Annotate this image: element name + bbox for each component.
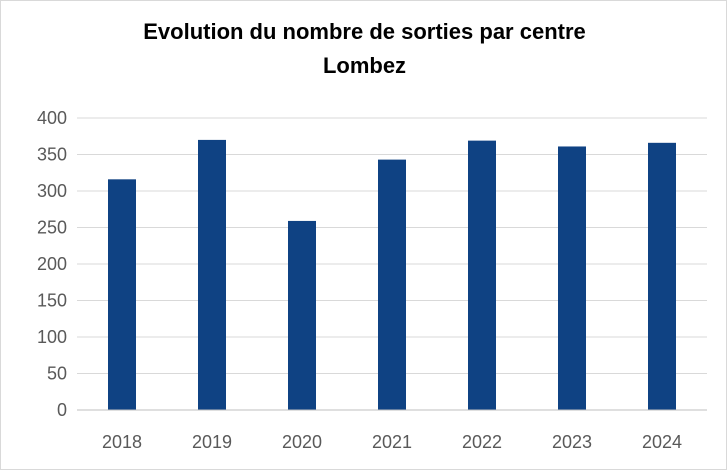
y-tick-label: 100 — [37, 327, 67, 347]
y-tick-label: 350 — [37, 145, 67, 165]
x-tick-label: 2023 — [552, 432, 592, 452]
bar-2018 — [108, 179, 136, 410]
chart-title: Evolution du nombre de sorties par centr… — [1, 15, 727, 83]
bar-2021 — [378, 159, 406, 410]
bar-2019 — [198, 139, 226, 410]
x-tick-label: 2018 — [102, 432, 142, 452]
bars — [108, 139, 676, 410]
y-tick-label: 200 — [37, 254, 67, 274]
chart-title-line-1: Evolution du nombre de sorties par centr… — [143, 19, 586, 44]
bar-2024 — [648, 142, 676, 410]
x-tick-label: 2024 — [642, 432, 682, 452]
y-tick-label: 150 — [37, 291, 67, 311]
y-tick-label: 300 — [37, 181, 67, 201]
x-tick-label: 2020 — [282, 432, 322, 452]
bar-2020 — [288, 220, 316, 410]
bar-2023 — [558, 146, 586, 410]
y-tick-labels: 0 50 100 150 200 250 300 350 400 — [37, 108, 67, 420]
chart-title-line-2: Lombez — [322, 53, 407, 78]
x-tick-labels: 2018 2019 2020 2021 2022 2023 2024 — [102, 432, 682, 452]
x-tick-label: 2022 — [462, 432, 502, 452]
y-tick-label: 400 — [37, 108, 67, 128]
y-tick-label: 250 — [37, 218, 67, 238]
y-tick-label: 0 — [57, 400, 67, 420]
x-tick-label: 2019 — [192, 432, 232, 452]
bar-2022 — [468, 140, 496, 410]
x-tick-label: 2021 — [372, 432, 412, 452]
y-tick-label: 50 — [47, 364, 67, 384]
